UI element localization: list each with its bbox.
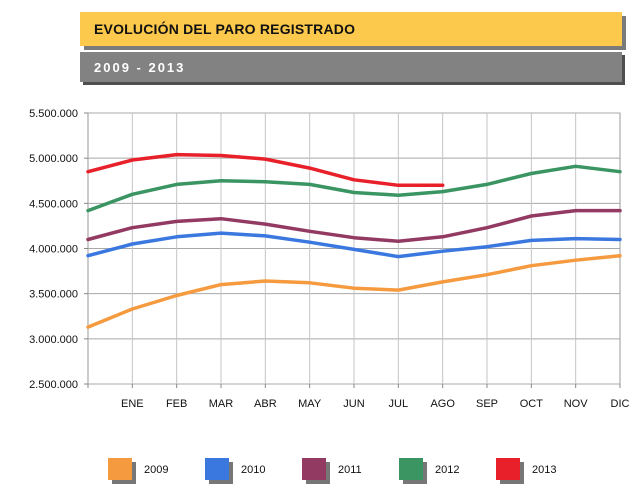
legend: 2009 2010 2011 2012 2013 (108, 458, 618, 488)
x-tick-label: FEB (166, 398, 187, 410)
x-tick-label: DIC (611, 398, 630, 410)
chart-title: EVOLUCIÓN DEL PARO REGISTRADO (94, 21, 356, 37)
legend-swatch (496, 458, 520, 480)
y-tick-label: 4.500.000 (29, 198, 78, 210)
x-tick-label: OCT (520, 398, 544, 410)
y-tick-label: 5.500.000 (29, 108, 78, 120)
y-tick-label: 5.000.000 (29, 153, 78, 165)
legend-label: 2011 (338, 464, 362, 476)
series-line-2013 (86, 152, 445, 188)
x-tick-label: MAY (298, 398, 322, 410)
x-tick-label: ABR (254, 398, 277, 410)
x-tick-label: AGO (430, 398, 455, 410)
x-tick-label: NOV (564, 398, 589, 410)
legend-swatch (399, 458, 423, 480)
series-line-2009 (86, 253, 622, 329)
x-tick-label: ENE (121, 398, 144, 410)
legend-label: 2013 (532, 464, 557, 476)
series-line-2011 (86, 208, 622, 244)
x-tick-label: MAR (209, 398, 234, 410)
y-tick-label: 2.500.000 (29, 379, 78, 391)
y-tick-label: 3.500.000 (29, 289, 78, 301)
title-banner: EVOLUCIÓN DEL PARO REGISTRADO (80, 12, 622, 46)
chart-subtitle: 2009 - 2013 (94, 60, 186, 75)
x-tick-label: SEP (476, 398, 498, 410)
legend-swatch (108, 458, 132, 480)
series-line-2010 (86, 231, 622, 259)
legend-label: 2010 (241, 464, 266, 476)
legend-label: 2009 (144, 464, 169, 476)
x-tick-label: JUL (389, 398, 409, 410)
subtitle-banner: 2009 - 2013 (80, 52, 622, 82)
series-line-2012 (86, 164, 622, 213)
legend-label: 2012 (435, 464, 460, 476)
y-tick-label: 3.000.000 (29, 334, 78, 346)
legend-swatch (205, 458, 229, 480)
legend-swatch (302, 458, 326, 480)
y-tick-label: 4.000.000 (29, 244, 78, 256)
x-tick-label: JUN (343, 398, 364, 410)
